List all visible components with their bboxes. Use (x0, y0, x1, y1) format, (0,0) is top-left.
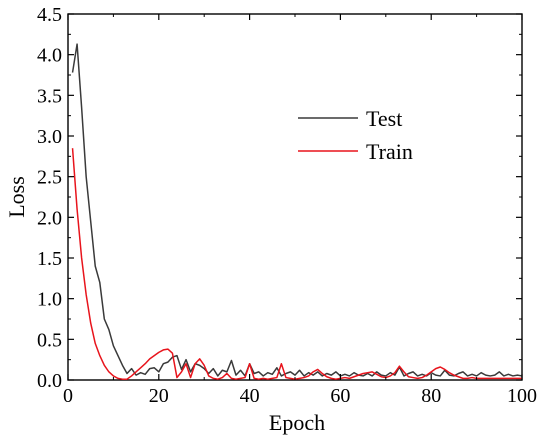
y-tick-label: 3.0 (37, 126, 62, 148)
tick-label-layer: 0 20 40 60 80 100 0.0 0.5 1.0 1.5 2.0 2.5 3.0 3.5 4.0 4… (37, 4, 537, 407)
y-tick-label: 1.5 (37, 248, 62, 270)
y-tick-label: 4.0 (37, 45, 62, 67)
legend-label-test: Test (366, 106, 402, 131)
y-tick-label: 2.5 (37, 167, 62, 189)
y-tick-label: 1.0 (37, 289, 62, 311)
x-tick-label: 0 (63, 385, 73, 407)
x-tick-label: 40 (240, 385, 260, 407)
series-line-test (71, 43, 523, 377)
y-tick-label: 4.5 (37, 4, 62, 26)
y-tick-label: 3.5 (37, 85, 62, 107)
series-line-train (71, 148, 522, 380)
legend: Test Train (298, 106, 413, 164)
y-tick-label: 0.5 (37, 329, 62, 351)
legend-label-train: Train (366, 139, 413, 164)
y-tick-label: 2.0 (37, 207, 62, 229)
y-tick-label: 0.0 (37, 370, 62, 392)
plot-frame (67, 13, 523, 381)
tick-layer (67, 13, 523, 381)
x-tick-label: 20 (149, 385, 169, 407)
x-tick-label: 100 (507, 385, 537, 407)
x-tick-label: 80 (421, 385, 441, 407)
x-axis-title: Epoch (269, 410, 325, 435)
y-axis-title: Loss (4, 176, 29, 218)
x-tick-label: 60 (330, 385, 350, 407)
series-layer (71, 43, 523, 380)
